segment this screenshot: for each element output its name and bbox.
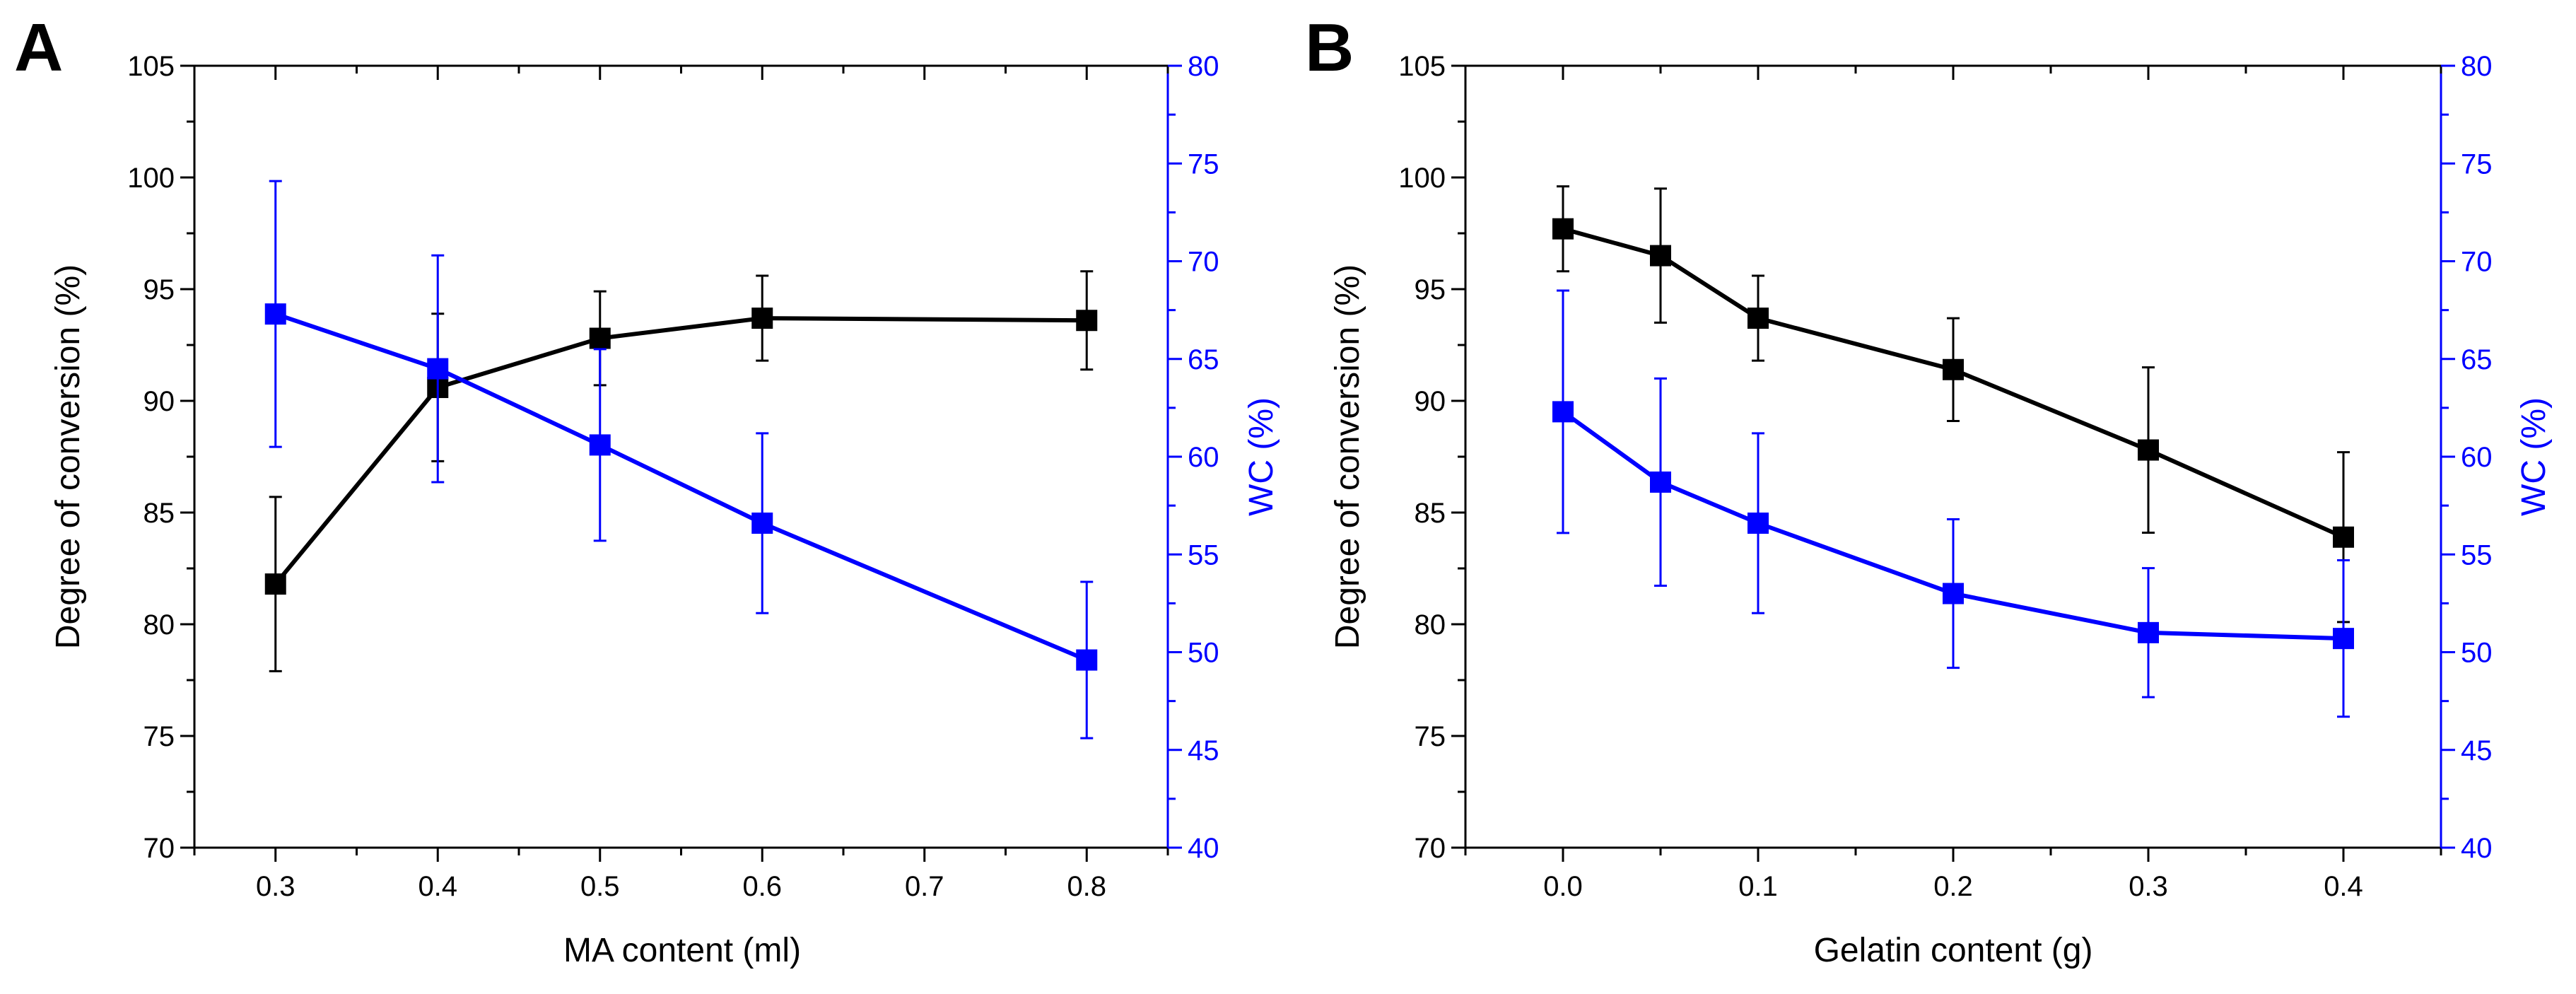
series-degree-of-conversion (264, 270, 1098, 672)
y-tick-label: 85 (1415, 498, 1446, 529)
y-tick-label: 70 (1415, 833, 1446, 864)
y-tick-label: 75 (144, 721, 175, 752)
y2-tick-label: 70 (2461, 247, 2493, 278)
axes: 0.0 0.1 0.2 0.3 0.4 70 75 80 85 90 95 100 105 40 45 50 5… (1398, 51, 2492, 902)
y2-axis-title: WC (%) (2515, 397, 2553, 516)
data-point (589, 434, 611, 456)
y-tick-label: 85 (144, 498, 175, 529)
y-tick-label: 80 (144, 609, 175, 641)
data-point (264, 573, 286, 595)
data-point (1650, 471, 1671, 493)
data-point (2138, 621, 2159, 643)
y-tick-label: 90 (144, 386, 175, 417)
data-point (264, 303, 286, 325)
data-point (2333, 628, 2354, 650)
y2-tick-label: 80 (2461, 51, 2493, 82)
data-point (1552, 401, 1574, 423)
series-line (1562, 226, 2345, 539)
x-axis-title: MA content (ml) (563, 932, 801, 969)
y2-tick-label: 50 (2461, 638, 2493, 669)
y-tick-label: 100 (127, 163, 175, 194)
y-tick-label: 105 (1398, 51, 1446, 82)
data-point (1650, 245, 1671, 267)
y2-tick-label: 40 (1188, 833, 1219, 864)
series-line (1562, 409, 2344, 641)
x-tick-label: 0.7 (905, 871, 944, 902)
x-axis-title: Gelatin content (g) (1814, 932, 2093, 969)
y2-tick-label: 80 (1188, 51, 1219, 82)
y-axis-title: Degree of conversion (%) (1329, 264, 1366, 649)
chart-panel-a: A MA content (ml) Degree of conversion (… (14, 10, 1280, 969)
y-tick-label: 90 (1415, 386, 1446, 417)
x-tick-label: 0.3 (2129, 871, 2168, 902)
y2-tick-label: 60 (2461, 442, 2493, 473)
x-tick-label: 0.1 (1738, 871, 1778, 902)
data-point (751, 308, 773, 329)
x-tick-label: 0.8 (1067, 871, 1106, 902)
data-point (1747, 308, 1769, 329)
panel-label: B (1305, 10, 1354, 86)
y2-tick-label: 65 (1188, 344, 1219, 375)
x-tick-label: 0.5 (580, 871, 620, 902)
y-tick-label: 95 (1415, 274, 1446, 305)
data-point (1076, 649, 1098, 671)
y-tick-label: 105 (127, 51, 175, 82)
x-tick-label: 0.3 (256, 871, 295, 902)
data-point (2138, 439, 2159, 461)
x-tick-label: 0.6 (742, 871, 782, 902)
y2-tick-label: 50 (1188, 638, 1219, 669)
x-tick-label: 0.2 (1933, 871, 1973, 902)
series-line (274, 316, 1087, 586)
x-tick-label: 0.4 (418, 871, 457, 902)
data-point (1552, 218, 1574, 240)
y2-axis-title: WC (%) (1243, 397, 1280, 516)
y-tick-label: 100 (1398, 163, 1446, 194)
y2-tick-label: 75 (2461, 148, 2493, 180)
y-axis-title: Degree of conversion (%) (49, 264, 87, 649)
y2-tick-label: 40 (2461, 833, 2493, 864)
panel-label: A (14, 10, 63, 86)
data-point (1943, 358, 1964, 380)
data-point (1747, 513, 1769, 534)
y2-tick-label: 45 (1188, 735, 1219, 766)
data-point (2333, 526, 2354, 548)
y2-tick-label: 55 (2461, 539, 2493, 571)
series-degree-of-conversion (1552, 185, 2354, 624)
y2-tick-label: 75 (1188, 148, 1219, 180)
data-point (751, 513, 773, 534)
y2-tick-label: 45 (2461, 735, 2493, 766)
y2-tick-label: 65 (2461, 344, 2493, 375)
y-tick-label: 70 (144, 833, 175, 864)
data-point (589, 327, 611, 349)
data-point (1076, 310, 1098, 332)
y-tick-label: 95 (144, 274, 175, 305)
data-point (427, 358, 449, 380)
axes: 0.3 0.4 0.5 0.6 0.7 0.8 70 75 80 85 90 95 100 105 40 45… (127, 51, 1219, 902)
y-tick-label: 75 (1415, 721, 1446, 752)
data-point (1943, 583, 1964, 604)
y2-tick-label: 70 (1188, 247, 1219, 278)
y2-tick-label: 60 (1188, 442, 1219, 473)
series-wc (264, 180, 1098, 739)
series-line (274, 312, 1088, 662)
y-tick-label: 80 (1415, 609, 1446, 641)
y2-tick-label: 55 (1188, 539, 1219, 571)
series-wc (1552, 289, 2354, 718)
chart-panel-b: B Gelatin content (g) Degree of conversi… (1305, 10, 2553, 969)
x-tick-label: 0.0 (1543, 871, 1583, 902)
x-tick-label: 0.4 (2324, 871, 2363, 902)
